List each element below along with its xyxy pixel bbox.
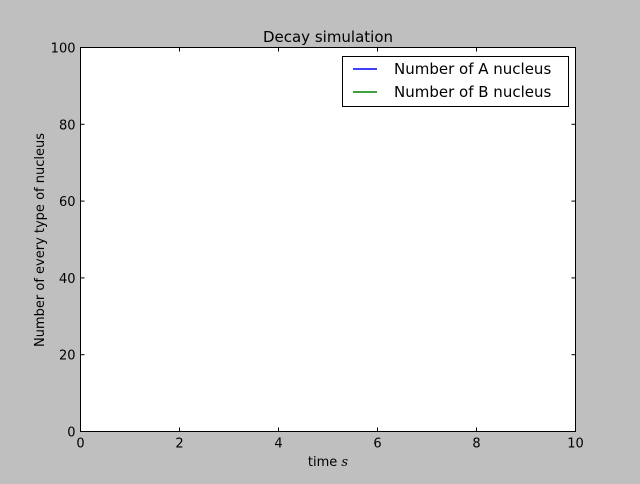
x-axis: 0 2 4 6 8 10 xyxy=(76,47,584,452)
y-tick-label: 0 xyxy=(67,426,75,441)
x-tick-label: 8 xyxy=(472,437,480,452)
x-tick-label: 2 xyxy=(175,437,183,452)
x-tick-label: 0 xyxy=(76,437,84,452)
x-axis-label-text: time xyxy=(308,455,337,470)
legend-label-a: Number of A nucleus xyxy=(394,60,551,78)
y-tick-label: 40 xyxy=(59,272,76,287)
y-tick-label: 20 xyxy=(59,349,76,364)
x-tick-label: 4 xyxy=(274,437,282,452)
legend: Number of A nucleus Number of B nucleus xyxy=(342,56,569,107)
y-axis: 0 20 40 60 80 100 xyxy=(51,42,576,441)
x-axis-unit: s xyxy=(341,455,348,470)
y-tick-label: 80 xyxy=(59,118,76,133)
x-tick-label: 10 xyxy=(567,437,584,452)
x-axis-label: time s xyxy=(308,455,349,470)
y-axis-label: Number of every type of nucleus xyxy=(33,133,48,347)
legend-box xyxy=(342,56,569,107)
y-tick-label: 60 xyxy=(59,195,76,210)
x-tick-label: 6 xyxy=(373,437,381,452)
legend-label-b: Number of B nucleus xyxy=(394,83,551,101)
chart-title: Decay simulation xyxy=(263,28,393,46)
plot-area xyxy=(80,47,576,432)
y-tick-label: 100 xyxy=(51,42,76,57)
